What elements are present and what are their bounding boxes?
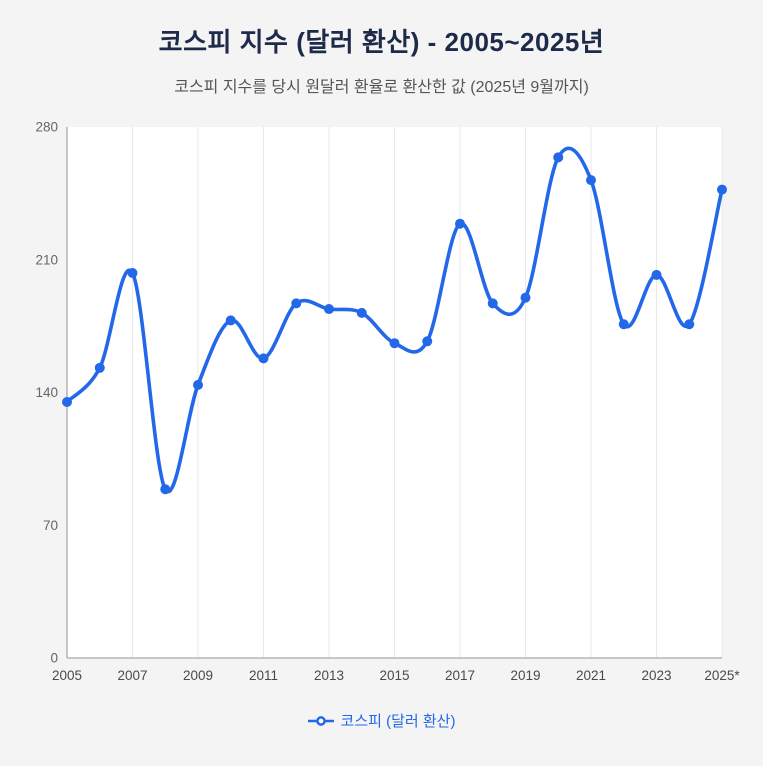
y-axis-tick-label: 0	[50, 651, 58, 666]
data-point-marker[interactable]	[62, 396, 72, 407]
legend-line-marker-icon	[307, 715, 334, 726]
data-point-marker[interactable]	[193, 379, 203, 390]
x-axis-tick-label: 2013	[314, 668, 344, 683]
x-axis-tick-label: 2021	[576, 668, 606, 683]
x-axis-tick-label: 2025*	[704, 668, 740, 683]
data-point-marker[interactable]	[291, 298, 302, 309]
page-title: 코스피 지수 (달러 환산) - 2005~2025년	[158, 27, 605, 57]
kospi-line-chart: 0 70 140 210 280 2005 2007 2009 2011 2013 2015 2017…	[9, 115, 754, 700]
data-point-marker[interactable]	[324, 304, 334, 315]
x-axis-tick-label: 2007	[117, 668, 147, 683]
x-axis-tick-label: 2015	[379, 668, 409, 683]
line-chart-svg: 0 70 140 210 280 2005 2007 2009 2011 2013 2015 2017…	[35, 120, 740, 684]
data-point-marker[interactable]	[618, 319, 629, 330]
data-point-marker[interactable]	[684, 319, 695, 330]
data-point-marker[interactable]	[586, 175, 596, 186]
data-point-marker[interactable]	[225, 315, 236, 326]
x-axis-tick-label: 2009	[183, 668, 213, 683]
data-point-marker[interactable]	[455, 218, 465, 229]
data-point-marker[interactable]	[487, 298, 498, 309]
data-point-marker[interactable]	[258, 353, 269, 364]
legend-item-kospi[interactable]: 코스피 (달러 환산)	[307, 710, 456, 731]
y-axis-tick-label: 280	[35, 120, 58, 135]
x-axis-tick-label: 2023	[641, 668, 671, 683]
data-point-marker[interactable]	[553, 152, 564, 163]
data-point-marker[interactable]	[160, 484, 171, 495]
x-axis-tick-label: 2005	[52, 668, 82, 683]
data-point-marker[interactable]	[389, 338, 400, 349]
data-point-marker[interactable]	[651, 269, 662, 280]
x-axis-tick-label: 2011	[249, 668, 278, 683]
x-axis-tick-label: 2017	[445, 668, 475, 683]
y-axis-tick-label: 210	[35, 252, 58, 267]
data-point-marker[interactable]	[127, 268, 138, 279]
data-point-marker[interactable]	[94, 362, 105, 373]
data-point-marker[interactable]	[422, 336, 433, 347]
data-point-marker[interactable]	[717, 184, 727, 195]
y-axis-tick-label: 140	[35, 385, 58, 400]
data-point-marker[interactable]	[356, 307, 367, 318]
data-point-marker[interactable]	[520, 292, 531, 303]
page-subtitle: 코스피 지수를 당시 원달러 환율로 환산한 값 (2025년 9월까지)	[174, 79, 589, 96]
legend-label: 코스피 (달러 환산)	[340, 713, 456, 730]
x-axis-tick-label: 2019	[510, 668, 540, 683]
y-axis-tick-label: 70	[43, 518, 58, 533]
